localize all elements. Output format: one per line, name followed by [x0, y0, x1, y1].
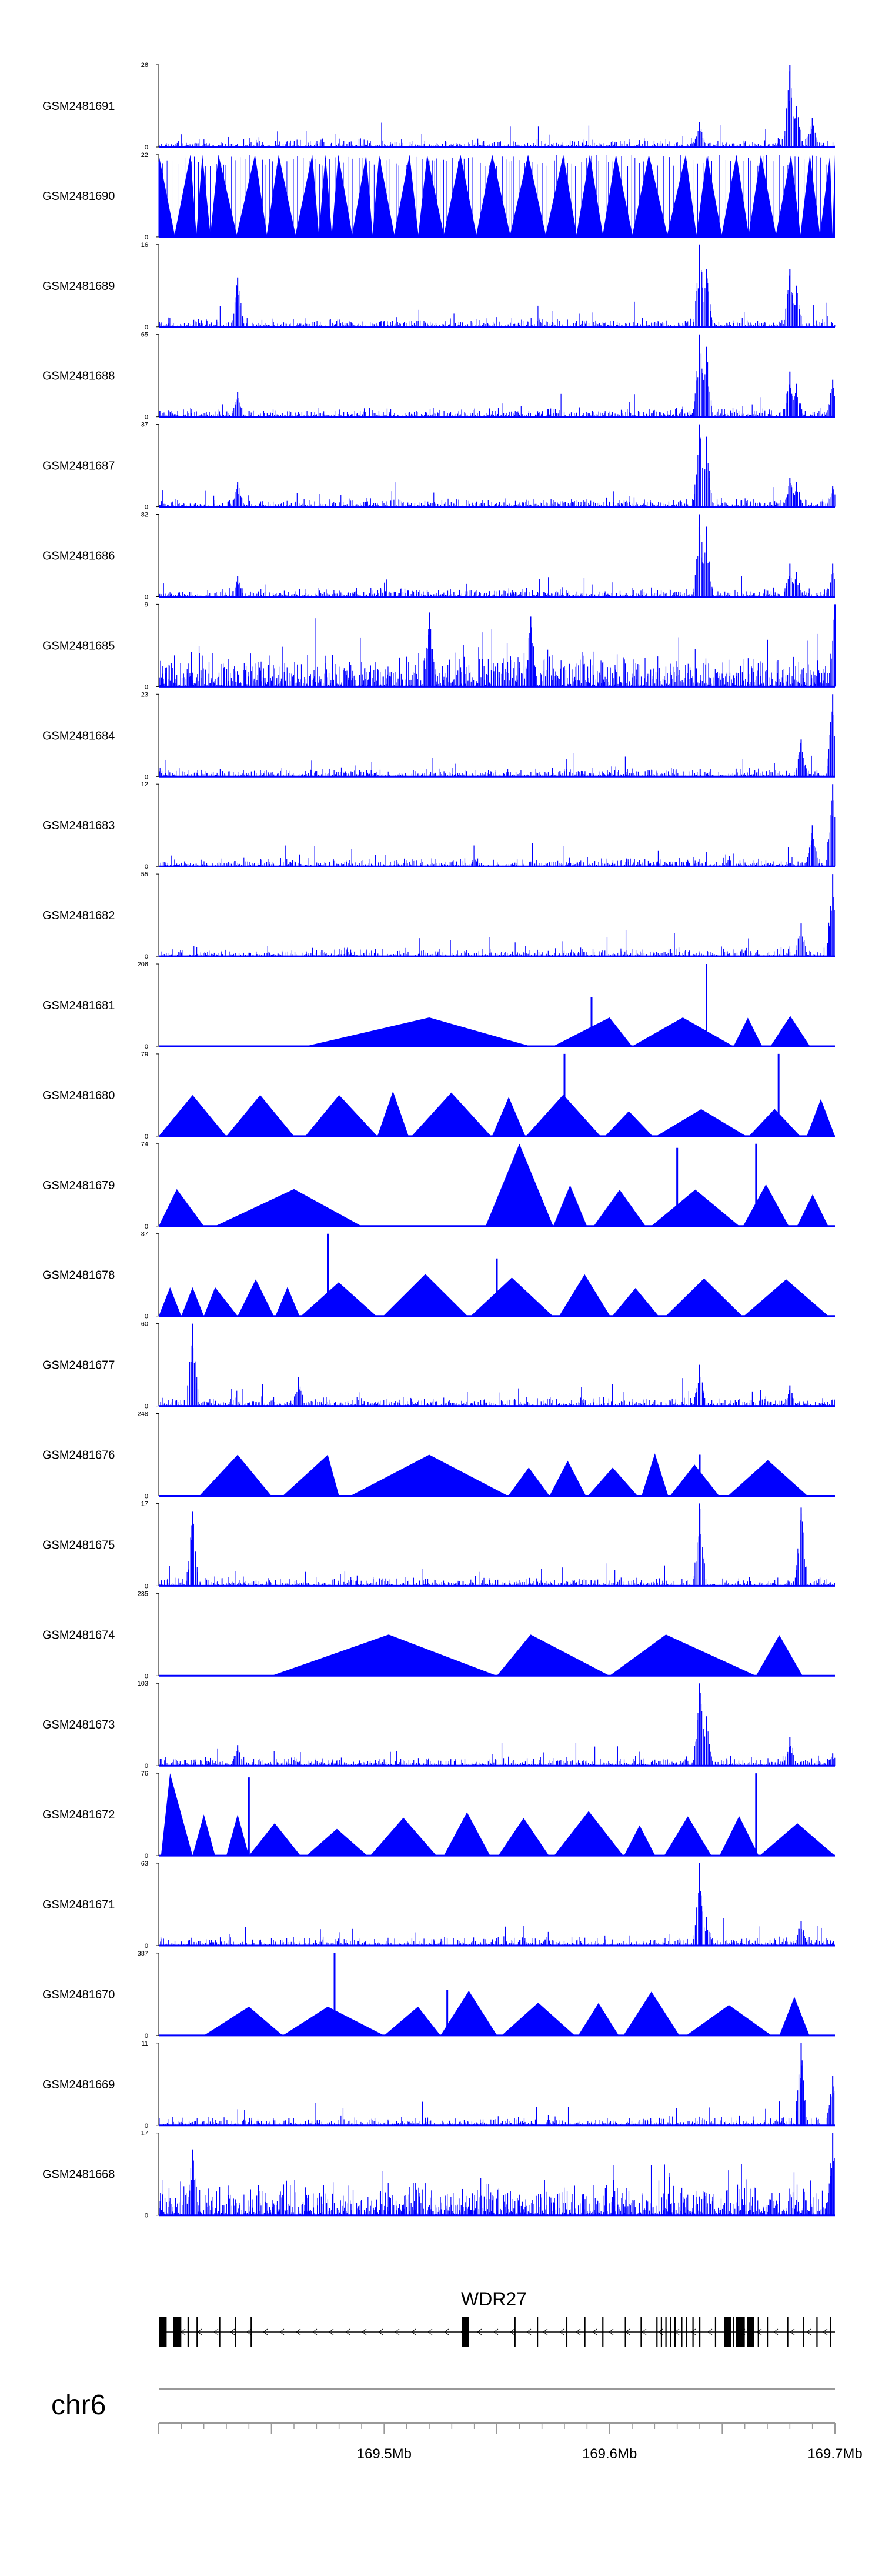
y-max-label: 23 [141, 691, 148, 698]
track-GSM2481685: GSM2481685 9 0 [42, 601, 836, 690]
track-GSM2481687: GSM2481687 37 0 [42, 422, 836, 511]
y-max-label: 16 [141, 242, 148, 249]
y-min-label: 0 [145, 773, 148, 780]
track-label: GSM2481686 [42, 550, 115, 563]
y-min-label: 0 [145, 414, 148, 421]
signal-area [159, 334, 835, 417]
signal-fill [159, 154, 835, 237]
y-max-label: 65 [141, 332, 148, 339]
signal-area [159, 694, 835, 777]
signal-area [159, 604, 836, 687]
y-min-label: 0 [145, 144, 148, 151]
track-GSM2481686: GSM2481686 82 0 [42, 512, 835, 601]
track-GSM2481689: GSM2481689 16 0 [42, 242, 836, 331]
y-min-label: 0 [145, 594, 148, 601]
y-max-label: 82 [141, 512, 148, 519]
y-min-label: 0 [145, 504, 148, 511]
signal-area [158, 154, 835, 237]
y-min-label: 0 [145, 324, 148, 331]
y-max-label: 26 [141, 62, 148, 69]
track-label: GSM2481690 [42, 190, 115, 203]
track-GSM2481690: GSM2481690 22 0 [42, 152, 835, 241]
signal-area [159, 244, 836, 327]
signal-area [159, 514, 835, 597]
y-max-label: 22 [141, 152, 148, 159]
y-max-label: 9 [145, 601, 148, 608]
track-label: GSM2481691 [42, 100, 115, 113]
signal-area [159, 65, 835, 147]
track-label: GSM2481684 [42, 729, 115, 742]
y-min-label: 0 [145, 683, 148, 690]
y-min-label: 0 [145, 234, 148, 241]
track-GSM2481691: GSM2481691 26 0 [42, 62, 835, 151]
track-label: GSM2481689 [42, 280, 115, 293]
track-GSM2481684: GSM2481684 23 0 [42, 691, 835, 780]
track-label: GSM2481688 [42, 370, 115, 383]
y-max-label: 37 [141, 422, 148, 429]
signal-area [159, 424, 836, 507]
track-label: GSM2481685 [42, 639, 115, 652]
track-label: GSM2481687 [42, 460, 115, 473]
track-GSM2481688: GSM2481688 65 0 [42, 332, 835, 421]
signal-tracks: GSM2481691260GSM2481690220GSM2481689160G… [42, 62, 836, 2220]
